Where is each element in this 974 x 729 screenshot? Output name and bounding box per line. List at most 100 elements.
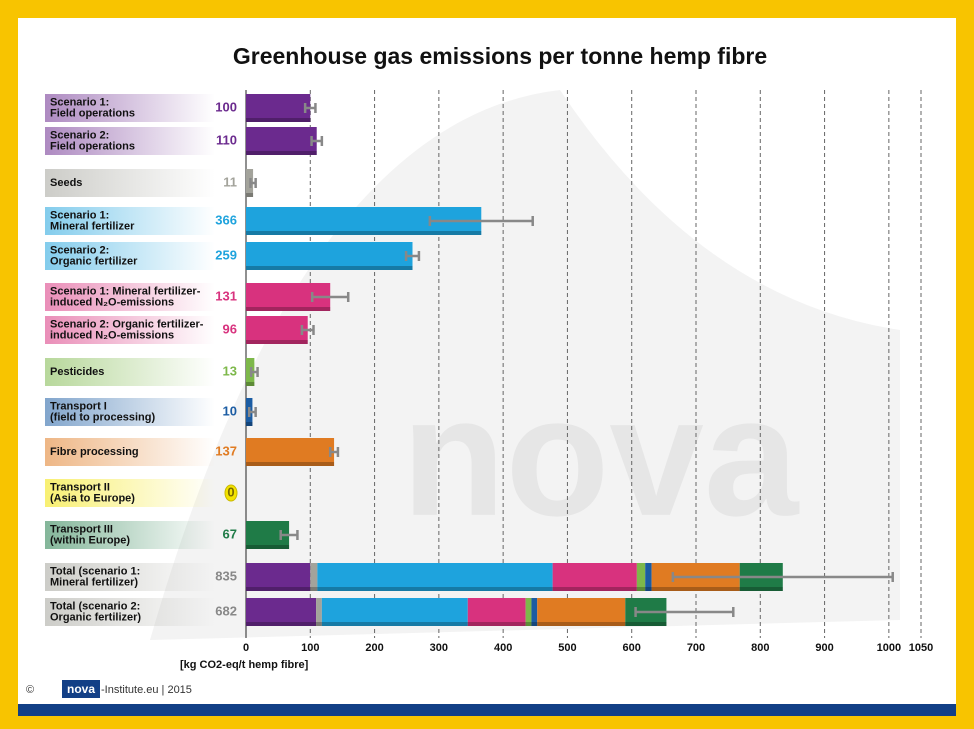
value-label: 10 <box>223 403 237 418</box>
label-box <box>45 94 215 122</box>
x-tick-label: 700 <box>687 642 705 654</box>
bar-shadow <box>246 382 255 386</box>
category-label: (within Europe) <box>50 534 130 546</box>
category-label: Transport I <box>50 400 107 412</box>
footer-text: -Institute.eu | 2015 <box>101 684 192 696</box>
stacked-segment <box>246 563 311 591</box>
category-label: Transport II <box>50 481 110 493</box>
category-label: Pesticides <box>50 366 104 378</box>
label-box <box>45 316 215 344</box>
category-label: Scenario 1: <box>50 96 109 108</box>
bottom-band <box>18 704 956 716</box>
value-label: 366 <box>215 212 237 227</box>
bar <box>246 438 335 466</box>
bar-shadow <box>246 340 308 344</box>
category-label: (field to processing) <box>50 411 155 423</box>
bar-shadow <box>246 422 253 426</box>
category-label: Scenario 1: Mineral fertilizer- <box>50 285 201 297</box>
stacked-segment <box>645 563 652 591</box>
category-label: Seeds <box>50 177 82 189</box>
error-bar <box>303 103 317 113</box>
category-label: induced N₂O-emissions <box>50 296 174 308</box>
error-bar <box>249 367 259 377</box>
chart-title: Greenhouse gas emissions per tonne hemp … <box>233 43 767 69</box>
bar <box>246 127 317 155</box>
label-box <box>45 242 215 270</box>
label-box <box>45 598 215 626</box>
bar <box>246 94 311 122</box>
stacked-segment <box>317 563 553 591</box>
x-tick-label: 500 <box>558 642 576 654</box>
bar-shadow <box>246 151 317 155</box>
watermark-shape <box>150 90 900 640</box>
value-label: 259 <box>215 247 237 262</box>
x-tick-label: 200 <box>365 642 383 654</box>
bar <box>246 242 413 270</box>
value-label: 96 <box>223 321 237 336</box>
bar-shadow <box>246 545 290 549</box>
bar-shadow <box>246 266 413 270</box>
x-axis-label: [kg CO2-eq/t hemp fibre] <box>180 659 309 671</box>
label-box <box>45 207 215 235</box>
x-tick-label: 0 <box>243 642 249 654</box>
watermark: nova <box>402 362 800 552</box>
error-bar <box>300 325 315 335</box>
error-bar <box>310 136 324 146</box>
category-label: (Asia to Europe) <box>50 492 135 504</box>
label-box <box>45 169 215 197</box>
footer-logo <box>62 680 100 698</box>
category-label: Scenario 2: <box>50 244 109 256</box>
error-bar <box>249 178 257 188</box>
label-box <box>45 479 215 507</box>
value-label: 835 <box>215 568 237 583</box>
category-label: Total (scenario 1: <box>50 565 140 577</box>
x-tick-label: 900 <box>815 642 833 654</box>
footer-copyright: © <box>26 684 34 696</box>
label-box <box>45 127 215 155</box>
x-tick-label: 400 <box>494 642 512 654</box>
label-box <box>45 398 215 426</box>
label-box <box>45 358 215 386</box>
x-tick-label: 1000 <box>877 642 901 654</box>
footer-logo-text: nova <box>67 682 95 696</box>
stacked-segment <box>525 598 532 626</box>
category-label: Field operations <box>50 107 135 119</box>
error-bar <box>671 572 894 582</box>
x-tick-label: 100 <box>301 642 319 654</box>
stacked-segment <box>531 598 538 626</box>
bar-shadow <box>246 587 783 591</box>
value-label: 131 <box>215 288 237 303</box>
bar-shadow <box>246 462 335 466</box>
error-bar <box>404 251 421 261</box>
label-box <box>45 283 215 311</box>
stacked-segment <box>316 598 322 626</box>
stacked-segment <box>552 563 637 591</box>
label-box <box>45 521 215 549</box>
value-label: 0 <box>227 484 234 499</box>
bar-shadow <box>246 118 311 122</box>
x-tick-label: 600 <box>623 642 641 654</box>
value-label: 682 <box>215 603 237 618</box>
category-label: Scenario 1: <box>50 209 109 221</box>
stacked-segment <box>246 598 317 626</box>
category-label: Fibre processing <box>50 446 139 458</box>
category-label: Total (scenario 2: <box>50 600 140 612</box>
category-label: Field operations <box>50 140 135 152</box>
stacked-segment <box>310 563 318 591</box>
zero-marker <box>224 484 238 502</box>
stacked-segment <box>537 598 626 626</box>
stacked-segment <box>467 598 526 626</box>
category-label: Transport III <box>50 523 113 535</box>
label-box <box>45 563 215 591</box>
category-label: induced N₂O-emissions <box>50 329 174 341</box>
bar <box>246 316 308 344</box>
error-bar <box>328 447 340 457</box>
category-label: Mineral fertilizer) <box>50 576 138 588</box>
category-label: Mineral fertilizer <box>50 220 135 232</box>
stacked-segment <box>321 598 468 626</box>
x-tick-label: 1050 <box>909 642 933 654</box>
x-tick-label: 300 <box>430 642 448 654</box>
value-label: 137 <box>215 443 237 458</box>
stacked-segment <box>636 563 646 591</box>
error-bar <box>428 216 534 226</box>
